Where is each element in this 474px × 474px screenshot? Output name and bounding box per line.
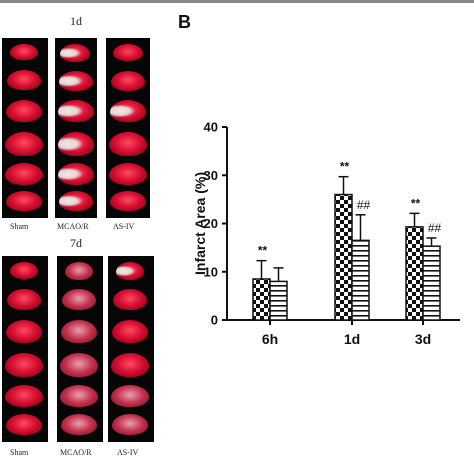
y-tick-label: 40 — [204, 120, 218, 135]
section-label-7d: 7d — [70, 236, 82, 250]
brain-slice — [10, 44, 38, 60]
y-axis-title: Infarct Area (%) — [192, 172, 208, 275]
x-tick-label: 3d — [415, 331, 431, 347]
brain-slice-infarct — [116, 262, 144, 280]
brain-slice-infarct — [61, 414, 97, 435]
brain-slice-infarct — [58, 132, 94, 156]
group-label-sham-1d: Sham — [10, 222, 29, 231]
brain-slice — [6, 100, 42, 122]
significance-mark: ** — [258, 244, 268, 258]
brain-slice — [113, 289, 147, 310]
significance-mark: ** — [340, 160, 350, 174]
significance-mark: ## — [428, 221, 442, 235]
brain-slice-infarct — [60, 385, 98, 407]
top-border-line — [0, 0, 474, 3]
brain-slice — [111, 353, 149, 377]
brain-slice-infarct — [61, 320, 97, 343]
brain-slice — [5, 163, 43, 185]
slice-panel-mcaor-1d — [55, 38, 97, 218]
brain-slice — [5, 353, 43, 377]
group-label-mcaor-7d: MCAO/R — [60, 448, 92, 457]
brain-slice — [5, 385, 43, 407]
brain-slice-infarct — [60, 353, 98, 377]
brain-slice — [109, 132, 147, 156]
slice-panel-asiv-1d — [106, 38, 150, 218]
brain-slice — [109, 163, 147, 185]
brain-slice-infarct — [58, 163, 94, 185]
significance-mark: ** — [411, 196, 421, 210]
brain-slice — [10, 262, 38, 279]
brain-slice-infarct — [62, 289, 96, 310]
group-label-mcaor-1d: MCAO/R — [57, 222, 89, 231]
bar-horizontal-stripes — [269, 280, 288, 321]
brain-slice-infarct — [58, 100, 94, 122]
brain-slice-infarct — [59, 191, 93, 211]
slice-panel-mcaor-7d — [57, 256, 103, 442]
brain-slice — [113, 44, 143, 61]
brain-slice — [7, 289, 41, 310]
bar-horizontal-stripes — [422, 245, 441, 321]
significance-mark: ## — [357, 198, 371, 212]
slice-panel-sham-7d — [2, 256, 48, 442]
slice-panel-asiv-7d — [108, 256, 154, 442]
brain-slice-infarct — [65, 262, 93, 280]
brain-slice — [6, 414, 42, 435]
y-tick-label: 20 — [204, 216, 218, 231]
brain-slice-infarct — [59, 71, 93, 91]
brain-slice — [7, 70, 41, 90]
brain-slice — [112, 320, 148, 343]
brain-slice — [6, 191, 42, 211]
slice-panel-sham-1d — [2, 38, 48, 218]
brain-slice — [5, 132, 43, 156]
brain-slice — [111, 71, 145, 91]
bar-checkerboard — [252, 278, 271, 321]
brain-slice-infarct — [60, 44, 90, 62]
y-tick-label: 30 — [204, 168, 218, 183]
brain-slice-infarct — [110, 100, 146, 122]
brain-slice-infarct — [112, 414, 148, 435]
group-label-sham-7d: Sham — [10, 448, 29, 457]
bar-checkerboard — [334, 193, 353, 321]
y-tick-label: 10 — [204, 264, 218, 279]
x-tick-label: 6h — [262, 331, 278, 347]
group-label-asiv-1d: AS-IV — [113, 222, 135, 231]
brain-slice-infarct — [111, 385, 149, 407]
group-label-asiv-7d: AS-IV — [117, 448, 139, 457]
panel-letter-b: B — [178, 12, 191, 32]
brain-slice — [110, 191, 146, 211]
y-tick-label: 0 — [211, 313, 218, 328]
bar-horizontal-stripes — [351, 239, 370, 321]
bar-checkerboard — [405, 226, 424, 321]
brain-slice — [6, 320, 42, 343]
section-label-1d: 1d — [70, 14, 82, 28]
x-tick-label: 1d — [344, 331, 360, 347]
